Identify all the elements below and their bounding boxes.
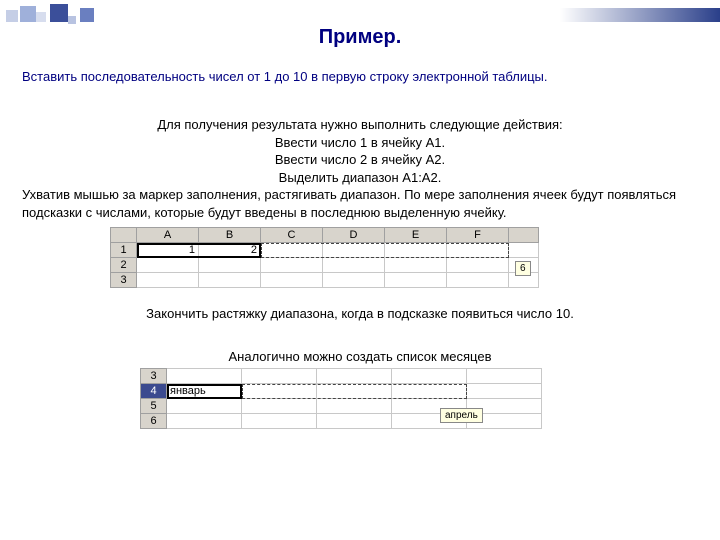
col-header[interactable]: D	[323, 228, 385, 243]
cell[interactable]	[167, 399, 242, 414]
cell[interactable]	[317, 414, 392, 429]
cell[interactable]	[317, 399, 392, 414]
col-header[interactable]: C	[261, 228, 323, 243]
cell[interactable]	[447, 273, 509, 288]
cell[interactable]	[317, 369, 392, 384]
instr-line: Ввести число 2 в ячейку А2.	[22, 151, 698, 169]
cell[interactable]	[385, 258, 447, 273]
cell[interactable]	[242, 369, 317, 384]
cell[interactable]	[323, 258, 385, 273]
spreadsheet-example-1: A B C D E F 1 1 2 2	[110, 227, 610, 288]
cell[interactable]	[385, 243, 447, 258]
cell[interactable]	[385, 273, 447, 288]
row-header[interactable]: 3	[141, 369, 167, 384]
row-header[interactable]: 2	[111, 258, 137, 273]
fill-tooltip: 6	[515, 261, 531, 276]
cell[interactable]	[509, 243, 539, 258]
cell[interactable]	[261, 273, 323, 288]
grid-1: A B C D E F 1 1 2 2	[110, 227, 539, 288]
subtitle-text: Вставить последовательность чисел от 1 д…	[0, 49, 720, 84]
cell[interactable]	[317, 384, 392, 399]
month-intro-text: Аналогично можно создать список месяцев	[0, 349, 720, 364]
cell[interactable]	[137, 258, 199, 273]
fill-tooltip: апрель	[440, 408, 483, 423]
col-header[interactable]: B	[199, 228, 261, 243]
row-header[interactable]: 1	[111, 243, 137, 258]
row-header-selected[interactable]: 4	[141, 384, 167, 399]
finish-text: Закончить растяжку диапазона, когда в по…	[0, 306, 720, 321]
cell[interactable]	[447, 258, 509, 273]
cell[interactable]	[392, 384, 467, 399]
cell[interactable]	[323, 273, 385, 288]
instr-line: Выделить диапазон А1:А2.	[22, 169, 698, 187]
instructions-block: Для получения результата нужно выполнить…	[0, 84, 720, 221]
cell[interactable]	[261, 243, 323, 258]
instr-line: Для получения результата нужно выполнить…	[22, 116, 698, 134]
cell[interactable]	[242, 399, 317, 414]
col-header[interactable]: A	[137, 228, 199, 243]
instr-line: Ухватив мышью за маркер заполнения, раст…	[22, 186, 698, 221]
header-decor	[0, 0, 720, 30]
row-header[interactable]: 3	[111, 273, 137, 288]
instr-line: Ввести число 1 в ячейку А1.	[22, 134, 698, 152]
cell[interactable]	[167, 414, 242, 429]
row-header[interactable]: 6	[141, 414, 167, 429]
cell[interactable]	[467, 369, 542, 384]
cell[interactable]	[392, 369, 467, 384]
row-header[interactable]: 5	[141, 399, 167, 414]
col-header[interactable]: E	[385, 228, 447, 243]
corner-cell[interactable]	[111, 228, 137, 243]
cell[interactable]	[242, 384, 317, 399]
cell[interactable]	[199, 258, 261, 273]
spreadsheet-example-2: 3 4 январь 5 6	[140, 368, 580, 429]
cell[interactable]	[137, 273, 199, 288]
cell[interactable]	[199, 273, 261, 288]
col-header[interactable]	[509, 228, 539, 243]
cell[interactable]	[323, 243, 385, 258]
cell[interactable]	[167, 369, 242, 384]
cell[interactable]: 1	[137, 243, 199, 258]
col-header[interactable]: F	[447, 228, 509, 243]
cell[interactable]: январь	[167, 384, 242, 399]
cell[interactable]	[242, 414, 317, 429]
cell[interactable]	[261, 258, 323, 273]
cell[interactable]: 2	[199, 243, 261, 258]
cell[interactable]	[447, 243, 509, 258]
cell[interactable]	[467, 384, 542, 399]
